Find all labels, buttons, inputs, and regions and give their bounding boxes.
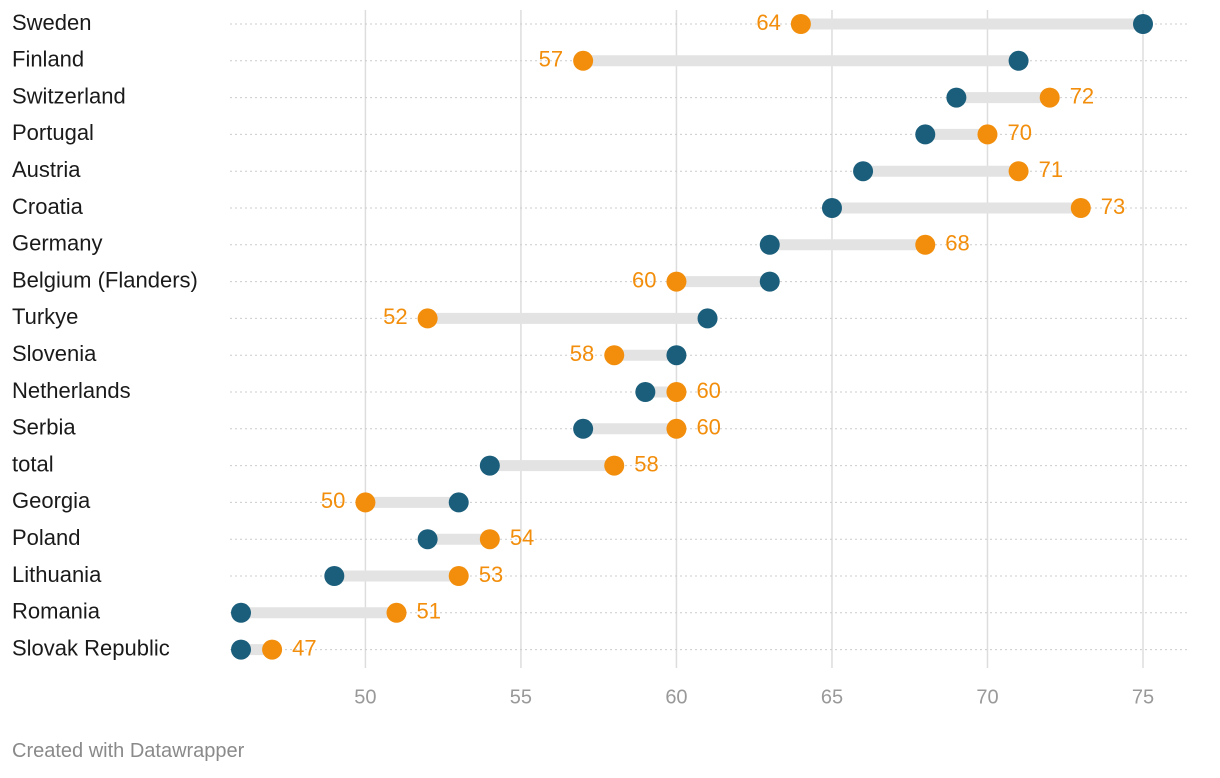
dot-series-b [1039,87,1060,108]
value-label: 70 [1007,120,1031,145]
dot-series-b [355,492,376,513]
dot-series-a [759,234,780,255]
value-label: 57 [539,47,563,72]
dot-series-a [417,529,438,550]
value-label: 64 [756,10,780,35]
value-label: 51 [417,599,441,624]
dot-series-b [604,455,625,476]
dot-series-b [666,271,687,292]
row-label: Serbia [12,415,76,440]
value-label: 47 [292,635,316,660]
value-label: 72 [1070,83,1094,108]
dot-series-b [604,345,625,366]
dot-series-a [759,271,780,292]
dot-series-b [1008,161,1029,182]
value-label: 60 [632,267,656,292]
dot-series-b [573,50,594,71]
row-label: Sweden [12,10,92,35]
value-label: 58 [634,451,658,476]
value-label: 68 [945,231,969,256]
dot-series-b [915,234,936,255]
x-tick-label: 50 [354,686,376,708]
value-label: 52 [383,304,407,329]
x-tick-label: 60 [665,686,687,708]
dot-series-a [666,345,687,366]
x-tick-label: 75 [1132,686,1154,708]
dot-series-a [821,198,842,218]
dot-series-a [853,161,874,182]
x-tick-label: 55 [510,686,532,708]
value-label: 53 [479,562,503,587]
dot-series-b [262,639,283,660]
dot-series-b [448,566,469,586]
dot-series-a [697,308,718,329]
row-label: total [12,451,54,476]
row-label: Switzerland [12,83,126,108]
row-label: Germany [12,231,102,256]
dot-series-a [1133,14,1153,34]
dot-series-a [448,492,469,513]
dot-series-a [231,602,251,623]
value-label: 58 [570,341,594,366]
dot-series-b [1070,198,1091,218]
row-label: Croatia [12,194,84,219]
dot-series-b [666,382,687,402]
value-label: 73 [1101,194,1125,219]
row-label: Netherlands [12,378,131,403]
row-label: Slovenia [12,341,97,366]
footer-credit: Created with Datawrapper [12,740,245,762]
value-label: 60 [696,378,720,403]
row-label: Georgia [12,488,91,513]
row-label: Finland [12,47,84,72]
row-label: Lithuania [12,562,102,587]
dot-series-a [946,87,967,108]
dot-series-b [417,308,438,329]
row-label: Austria [12,157,81,182]
x-tick-label: 70 [976,686,998,708]
dot-series-b [666,418,687,439]
row-label: Portugal [12,120,94,145]
row-label: Slovak Republic [12,635,170,660]
value-label: 60 [696,415,720,440]
dot-series-b [977,124,998,145]
row-label: Belgium (Flanders) [12,267,198,292]
dot-series-a [479,455,500,476]
dot-series-a [1008,50,1029,71]
value-label: 54 [510,525,534,550]
dot-range-chart: 50 55 60 65 70 75 Sweden 64 Finland 57 Switzerland… [12,10,1190,708]
row-label: Turkye [12,304,78,329]
row-label: Poland [12,525,81,550]
dot-series-a [231,639,251,660]
value-label: 50 [321,488,345,513]
value-label: 71 [1039,157,1063,182]
dot-series-b [790,14,811,34]
dot-series-b [386,602,407,623]
dot-series-b [479,529,500,550]
dot-series-a [915,124,936,145]
dot-series-a [635,382,656,402]
row-label: Romania [12,599,101,624]
dot-series-a [324,566,345,586]
dot-series-a [573,418,594,439]
x-tick-label: 65 [821,686,843,708]
